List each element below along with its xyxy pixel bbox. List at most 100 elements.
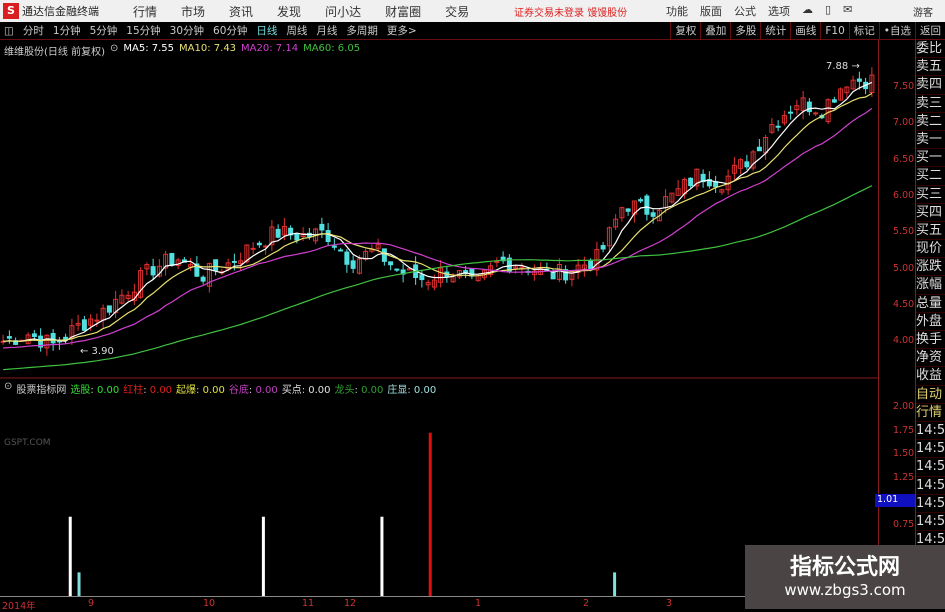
candle-body (388, 261, 394, 266)
quote-row-17: 净资 (916, 349, 945, 368)
indicator-label: 买点 (281, 385, 302, 396)
right-menu-1[interactable]: 版面 (700, 5, 722, 18)
period-tab-2[interactable]: 5分钟 (89, 25, 118, 37)
candle-body (300, 233, 306, 237)
price-tick: 7.50 (893, 81, 915, 92)
candle-body (206, 263, 212, 287)
indicator-label: 红柱 (123, 385, 144, 396)
price-tick: 4.00 (893, 335, 915, 347)
settings-icon[interactable]: ⊙ (109, 43, 119, 54)
candle-body (125, 294, 131, 299)
candle-body (256, 242, 262, 246)
candle-body (44, 334, 50, 349)
candle-body (225, 262, 231, 270)
candle-body (813, 112, 819, 115)
menu-4[interactable]: 问小达 (325, 4, 362, 19)
toolbar-button-7[interactable]: •自选 (878, 22, 915, 40)
candle-body (75, 322, 81, 326)
indicator-item-5: 龙头: 0.00 (334, 385, 384, 396)
candle-body (13, 340, 19, 345)
period-tab-8[interactable]: 月线 (316, 25, 338, 37)
message-icon[interactable]: ✉ (843, 3, 853, 16)
candle-body (619, 207, 625, 219)
toolbar-button-0[interactable]: 复权 (670, 22, 700, 40)
right-menu-2[interactable]: 公式 (734, 5, 756, 18)
phone-icon[interactable]: ▯ (825, 3, 832, 16)
candle-body (781, 115, 787, 124)
period-tab-0[interactable]: 分时 (22, 25, 44, 37)
candle-body (494, 260, 500, 263)
toolbar-button-1[interactable]: 叠加 (700, 22, 730, 40)
toolbar-button-2[interactable]: 多股 (730, 22, 760, 40)
candle-body (744, 161, 750, 168)
quote-row-19: 自动 (916, 386, 945, 404)
indicator-bar (428, 432, 432, 596)
price-tick: 5.00 (893, 262, 915, 274)
candle-body (106, 305, 112, 313)
candle-body (825, 99, 831, 123)
candle-body (463, 270, 469, 274)
indicator-watermark: GSPT.COM (4, 438, 51, 448)
candle-body (838, 88, 844, 101)
quote-row-26: 14:56 (916, 513, 945, 532)
candle-body (563, 269, 569, 281)
candle-body (650, 212, 656, 217)
x-label-5: 1 (475, 598, 482, 609)
x-label-7: 3 (666, 598, 673, 609)
toolbar-button-8[interactable]: 返回 (915, 22, 945, 40)
right-menu-3[interactable]: 选项 (768, 5, 790, 18)
candle-body (394, 268, 400, 271)
user-label[interactable]: 游客 (913, 7, 933, 19)
period-tab-4[interactable]: 30分钟 (169, 25, 205, 37)
indicator-value: 0.00 (202, 385, 225, 396)
candle-body (656, 209, 662, 222)
quote-row-12: 涨跌 (916, 258, 945, 277)
quote-row-7: 买二 (916, 167, 945, 186)
quote-row-22: 14:55 (916, 440, 945, 459)
low-price-label: ← 3.90 (80, 346, 114, 357)
period-tab-5[interactable]: 60分钟 (213, 25, 248, 37)
menu-5[interactable]: 财富圈 (385, 4, 422, 19)
cloud-icon[interactable]: ☁ (802, 3, 813, 16)
candle-body (119, 294, 125, 304)
candle-body (31, 333, 37, 338)
stock-label: 维维股份(日线 前复权) (4, 47, 105, 58)
watermark-url: www.zbgs3.com (784, 581, 906, 599)
quote-row-16: 换手 (916, 331, 945, 350)
candle-body (644, 195, 650, 215)
candle-body (788, 111, 794, 114)
menu-6[interactable]: 交易 (445, 4, 470, 19)
indicator-item-1: 红柱: 0.00 (123, 385, 173, 396)
candlestick-chart[interactable]: 7.88 → ← 3.90 (0, 0, 878, 597)
menu-2[interactable]: 资讯 (229, 4, 254, 19)
login-status[interactable]: 证券交易未登录 馒馒股份 (514, 7, 628, 19)
period-tab-7[interactable]: 周线 (286, 25, 308, 37)
quote-row-8: 买三 (916, 186, 945, 204)
candle-body (600, 245, 606, 250)
period-tab-3[interactable]: 15分钟 (126, 25, 161, 37)
toolbar-button-6[interactable]: 标记 (848, 22, 879, 40)
site-watermark: 指标公式网 www.zbgs3.com (745, 545, 945, 609)
period-tab-10[interactable]: 更多> (386, 25, 417, 37)
menu-0[interactable]: 行情 (133, 4, 158, 19)
candle-body (606, 227, 612, 247)
toolbar-button-5[interactable]: F10 (820, 22, 848, 40)
ma-line-5 (3, 81, 873, 342)
candle-body (163, 253, 169, 269)
menu-1[interactable]: 市场 (181, 4, 206, 19)
period-tab-1[interactable]: 1分钟 (52, 25, 81, 37)
period-tab-9[interactable]: 多周期 (346, 25, 378, 37)
collapse-icon[interactable]: ⊙ (4, 381, 13, 392)
period-toolbar: ◫ 分时 1分钟 5分钟 15分钟 30分钟 60分钟 日线 周线 月线 多周期 更多> 复权 叠加多… (0, 22, 945, 40)
toolbar-button-4[interactable]: 画线 (790, 22, 820, 40)
candle-body (850, 79, 856, 90)
x-label-3: 11 (302, 598, 315, 609)
period-tab-6[interactable]: 日线 (256, 25, 278, 37)
menu-3[interactable]: 发现 (277, 4, 302, 19)
toggle-icon[interactable]: ◫ (4, 24, 14, 37)
right-menu-0[interactable]: 功能 (666, 5, 688, 18)
candle-body (756, 146, 762, 152)
toolbar-button-3[interactable]: 统计 (760, 22, 790, 40)
candle-body (331, 245, 337, 248)
quote-row-14: 总量 (916, 295, 945, 313)
